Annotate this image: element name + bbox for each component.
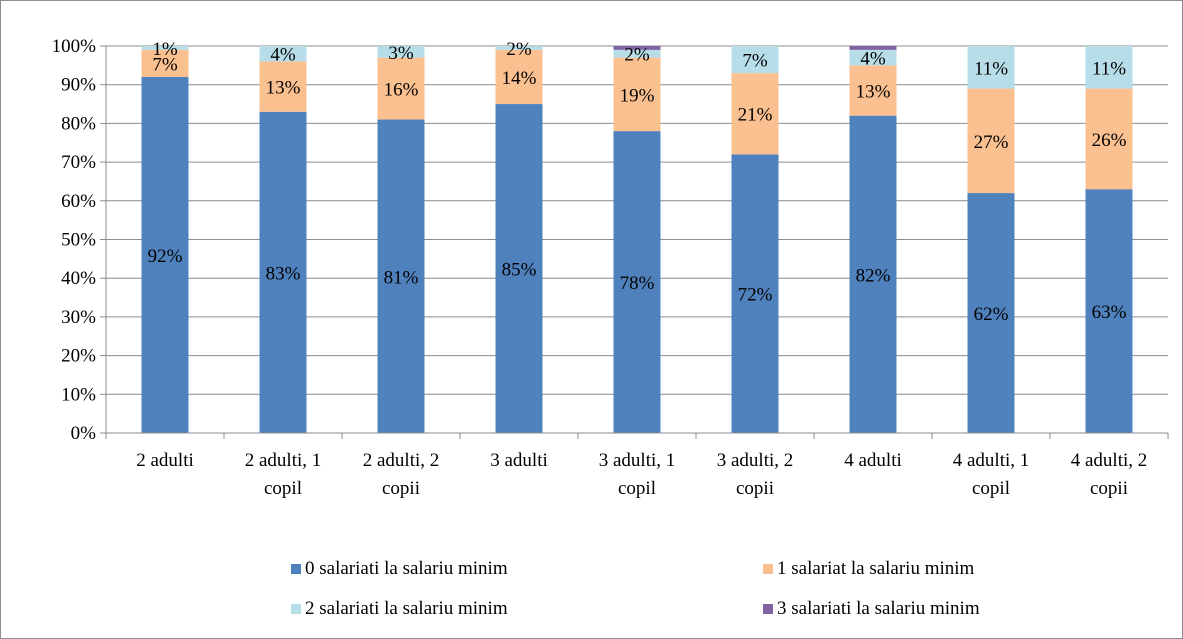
data-label: 3% [388,43,414,64]
data-label: 81% [384,267,419,288]
y-tick-label: 80% [61,113,96,134]
x-tick-label: copil [264,478,302,499]
bar-segment [495,104,543,434]
data-label: 13% [266,78,301,99]
bar-segment [141,76,189,434]
legend-label: 1 salariat la salariu minim [777,558,975,579]
x-tick-label: 3 adulti [490,450,548,471]
x-tick-label: copii [382,478,420,499]
bar-segment [141,46,189,50]
bar-segment [495,46,543,50]
data-label: 1% [152,39,178,60]
bar-segment [731,46,779,74]
data-label: 7% [742,51,768,72]
legend-swatch [291,564,301,574]
data-label: 26% [1092,130,1127,151]
data-label: 85% [502,260,537,281]
data-label: 92% [148,246,183,267]
y-tick-label: 30% [61,307,96,328]
bar-segment [377,46,425,58]
legend-label: 2 salariati la salariu minim [305,598,508,619]
y-tick-label: 90% [61,75,96,96]
x-tick-label: 3 adulti, 2 [717,450,794,471]
data-label: 21% [738,105,773,126]
data-labels: 92%7%1%83%13%4%81%16%3%85%14%2%78%19%2%7… [148,39,1127,325]
data-label: 2% [624,45,650,66]
legend-swatch [763,604,773,614]
y-tick-label: 60% [61,191,96,212]
bar-segment [259,46,307,62]
bar-segment [377,57,425,120]
y-tick-label: 20% [61,346,96,367]
y-tick-label: 50% [61,230,96,251]
x-tick-label: 2 adulti, 1 [245,450,322,471]
x-tick-label: 2 adulti, 2 [363,450,440,471]
data-label: 4% [860,49,886,70]
x-tick-label: 4 adulti, 1 [953,450,1030,471]
bar-segment [613,46,661,50]
x-tick-label: copil [618,478,656,499]
bar-segment [259,61,307,112]
x-tick-label: copii [736,478,774,499]
bar-segment [1085,88,1133,190]
bar-segment [849,65,897,116]
bar-segment [259,111,307,433]
bar-segment [967,88,1015,194]
data-label: 83% [266,263,301,284]
x-axis: 2 adulti 2 adulti, 1 copil 2 adulti, 2 copii… [105,432,1169,499]
bar-segment [849,49,897,66]
bar-segment [731,73,779,155]
y-tick-label: 100% [52,36,97,57]
x-tick-label: copii [1090,478,1128,499]
legend-swatch [291,604,301,614]
data-label: 72% [738,285,773,306]
bar-segment [613,131,661,433]
bar-segment [613,49,661,58]
legend-label: 3 salariati la salariu minim [777,598,980,619]
x-tick-label: 2 adulti [136,450,194,471]
x-tick-label: copil [972,478,1010,499]
bar-segment [495,49,543,105]
data-label: 78% [620,273,655,294]
x-tick-label: 4 adulti, 2 [1071,450,1148,471]
bar-segment [613,57,661,132]
data-label: 7% [152,54,178,75]
y-axis: 0% 10% 20% 30% 40% 50% 60% 70% 80% 90% 100% [52,36,107,444]
legend-label: 0 salariati la salariu minim [305,558,508,579]
data-label: 63% [1092,302,1127,323]
legend: 0 salariati la salariu minim 1 salariat l… [291,558,980,619]
bar-segment [377,119,425,433]
y-tick-label: 70% [61,152,96,173]
bars [141,46,1133,434]
bar-segment [967,193,1015,433]
data-label: 11% [974,58,1008,79]
bar-segment [849,115,897,433]
data-label: 13% [856,82,891,103]
data-label: 2% [506,39,532,60]
y-tick-label: 0% [71,423,97,444]
bar-segment [1085,46,1133,89]
legend-swatch [763,564,773,574]
data-label: 62% [974,304,1009,325]
data-label: 11% [1092,58,1126,79]
bar-segment [731,154,779,434]
x-tick-label: 3 adulti, 1 [599,450,676,471]
y-tick-label: 40% [61,268,96,289]
bar-segment [967,46,1015,89]
y-tick-label: 10% [61,384,96,405]
bar-segment [141,49,189,77]
data-label: 27% [974,132,1009,153]
x-tick-label: 4 adulti [844,450,902,471]
data-label: 82% [856,265,891,286]
data-label: 16% [384,80,419,101]
bar-segment [1085,189,1133,433]
bar-segment [849,46,897,50]
data-label: 4% [270,45,296,66]
data-label: 14% [502,68,537,89]
data-label: 19% [620,85,655,106]
